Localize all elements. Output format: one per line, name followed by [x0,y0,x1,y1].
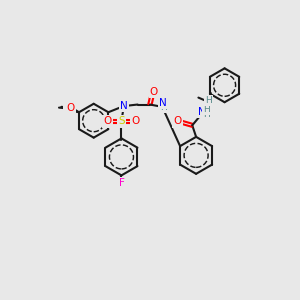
Text: H: H [160,103,167,112]
Text: O: O [66,103,75,112]
Text: H: H [205,96,212,105]
Text: N: N [198,107,206,117]
Text: O: O [64,104,72,114]
Text: O: O [173,116,182,127]
Text: F: F [118,178,124,188]
Text: O: O [131,116,140,127]
Text: H: H [203,105,209,114]
Text: N: N [120,101,127,111]
Text: O: O [150,87,158,97]
Text: O: O [103,116,112,127]
Text: H: H [203,110,209,119]
Text: N: N [159,98,167,108]
Text: S: S [118,116,125,127]
